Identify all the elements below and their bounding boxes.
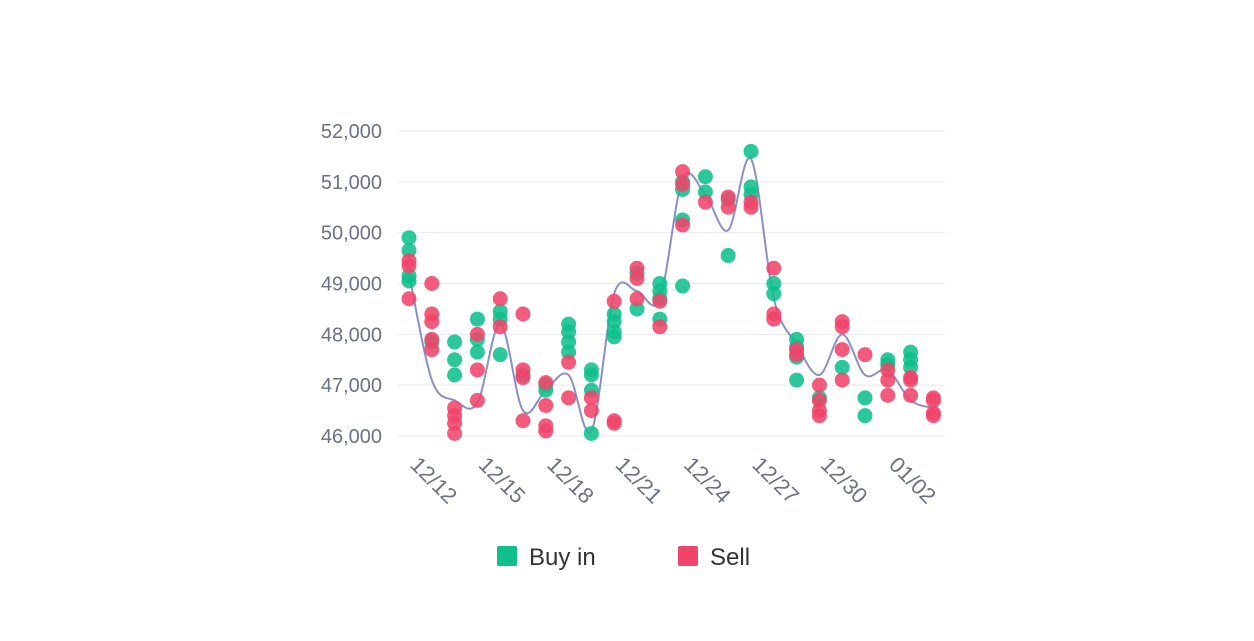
- x-tick-label: 12/18: [542, 452, 599, 509]
- sell-point: [857, 347, 873, 363]
- sell-point: [515, 306, 531, 322]
- sell-point: [469, 392, 485, 408]
- sell-point: [629, 270, 645, 286]
- sell-point: [925, 392, 941, 408]
- buy-point: [492, 347, 508, 363]
- sell-point: [583, 403, 599, 419]
- legend-buy-label: Buy in: [529, 544, 596, 571]
- sell-point: [447, 425, 463, 441]
- sell-point: [629, 291, 645, 307]
- x-tick-label: 12/12: [405, 452, 462, 509]
- buy-point: [401, 230, 417, 246]
- buy-point: [697, 169, 713, 185]
- sell-point: [652, 319, 668, 335]
- legend: Buy in Sell: [497, 544, 750, 571]
- sell-point: [401, 291, 417, 307]
- sell-point: [424, 314, 440, 330]
- x-tick-label: 01/02: [884, 452, 941, 509]
- buy-point: [447, 334, 463, 350]
- data-points: [401, 143, 941, 441]
- x-axis-ticks: 12/12 12/15 12/18 12/21 12/24 12/27 12/30 01/02: [405, 452, 940, 509]
- buy-point: [469, 311, 485, 327]
- sell-point: [834, 319, 850, 335]
- sell-point: [538, 375, 554, 391]
- sell-point: [492, 291, 508, 307]
- sell-point: [583, 390, 599, 406]
- sell-point: [675, 164, 691, 180]
- buy-point: [743, 143, 759, 159]
- sell-point: [743, 199, 759, 215]
- sell-point: [880, 372, 896, 388]
- sell-point: [469, 362, 485, 378]
- trend-line: [408, 156, 934, 434]
- x-tick-label: 12/27: [747, 452, 804, 509]
- y-tick-label: 50,000: [321, 223, 382, 245]
- legend-buy[interactable]: Buy in: [497, 544, 596, 571]
- x-tick-label: 12/21: [611, 452, 668, 509]
- sell-point: [766, 260, 782, 276]
- sell-point: [675, 176, 691, 192]
- sell-point: [561, 390, 577, 406]
- sell-point: [538, 398, 554, 413]
- sell-point: [925, 408, 941, 424]
- sell-point: [401, 258, 417, 274]
- buy-point: [766, 286, 782, 302]
- sell-point: [424, 342, 440, 358]
- buy-point: [857, 390, 873, 406]
- sell-point: [766, 311, 782, 327]
- sell-point: [606, 415, 622, 431]
- legend-sell[interactable]: Sell: [678, 544, 750, 571]
- sell-point: [561, 354, 577, 370]
- sell-point: [515, 413, 531, 429]
- sell-point: [697, 194, 713, 210]
- sell-point: [903, 387, 919, 403]
- buy-point: [857, 408, 873, 424]
- sell-point: [789, 347, 805, 363]
- y-tick-label: 46,000: [321, 426, 382, 448]
- x-tick-label: 12/30: [816, 452, 873, 509]
- sell-point: [834, 372, 850, 388]
- sell-point: [720, 199, 736, 215]
- y-axis-ticks: 52,000 51,000 50,000 49,000 48,000 47,000 46,0…: [321, 121, 382, 448]
- legend-sell-label: Sell: [710, 544, 750, 571]
- y-tick-label: 48,000: [321, 324, 382, 346]
- x-tick-label: 12/15: [474, 452, 531, 509]
- sell-point: [652, 293, 668, 309]
- sell-point: [469, 326, 485, 342]
- y-tick-label: 52,000: [321, 121, 382, 143]
- buy-point: [447, 367, 463, 383]
- legend-sell-swatch: [678, 546, 698, 566]
- sell-point: [492, 319, 508, 335]
- buy-point: [401, 273, 417, 289]
- buy-point: [583, 367, 599, 383]
- buy-point: [447, 352, 463, 368]
- buy-point: [789, 372, 805, 388]
- sell-point: [880, 387, 896, 403]
- legend-buy-swatch: [497, 546, 517, 566]
- buy-point: [583, 425, 599, 441]
- sell-point: [424, 276, 440, 291]
- y-tick-label: 47,000: [321, 375, 382, 397]
- sell-point: [675, 217, 691, 233]
- buy-point: [675, 278, 691, 294]
- sell-point: [606, 293, 622, 309]
- sell-point: [903, 372, 919, 388]
- y-tick-label: 49,000: [321, 274, 382, 296]
- x-tick-label: 12/24: [679, 452, 736, 509]
- sell-point: [834, 342, 850, 358]
- y-tick-label: 51,000: [321, 172, 382, 194]
- sell-point: [811, 377, 827, 393]
- buy-point: [606, 329, 622, 345]
- buy-point: [720, 248, 736, 264]
- sell-point: [515, 370, 531, 386]
- buy-point: [834, 359, 850, 375]
- grid-lines: [398, 130, 945, 437]
- sell-point: [811, 408, 827, 424]
- sell-point: [538, 423, 554, 439]
- buy-point: [469, 344, 485, 360]
